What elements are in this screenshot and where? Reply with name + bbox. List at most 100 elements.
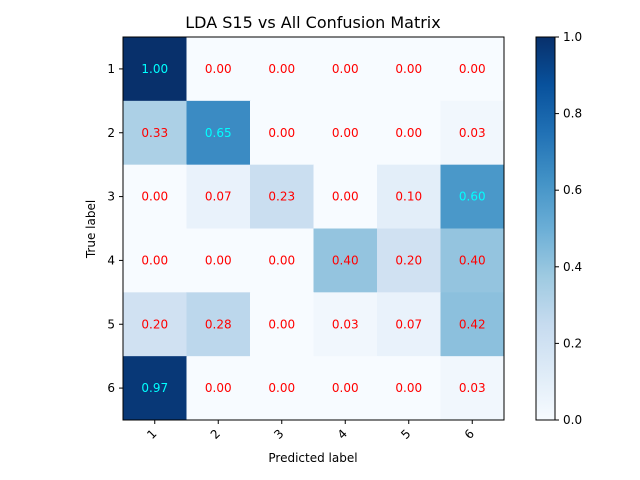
colorbar-tick-label: 1.0 — [563, 30, 582, 44]
heatmap-cell — [123, 292, 187, 357]
heatmap-cell-value: 0.00 — [205, 253, 232, 267]
y-tick-label: 3 — [107, 190, 115, 204]
heatmap-cell-value: 0.00 — [395, 62, 422, 76]
heatmap-cell — [377, 37, 441, 102]
heatmap-cell — [186, 100, 251, 166]
heatmap-cell-value: 0.00 — [268, 62, 295, 76]
heatmap-cell-value: 0.00 — [332, 190, 359, 204]
heatmap-cell — [377, 164, 441, 229]
heatmap-cell — [186, 292, 251, 357]
heatmap-cell-value: 0.23 — [268, 190, 295, 204]
heatmap-cell-value: 0.60 — [459, 190, 486, 204]
heatmap-cell — [250, 292, 314, 357]
heatmap-cell-value: 0.00 — [332, 126, 359, 140]
x-tick-label: 1 — [144, 427, 159, 442]
chart-title: LDA S15 vs All Confusion Matrix — [185, 13, 440, 32]
heatmap-cell-value: 0.07 — [395, 317, 422, 331]
heatmap-cell-labels: 1.00 0.00 0.00 0.00 0.00 0.00 0.33 0.65 0.00 0.00… — [141, 62, 485, 395]
heatmap-cell — [250, 356, 314, 421]
heatmap-cell-value: 0.03 — [332, 317, 359, 331]
heatmap-cell-value: 0.10 — [395, 190, 422, 204]
heatmap-cell-value: 0.40 — [459, 253, 486, 267]
heatmap-cell — [440, 37, 505, 102]
heatmap-cell — [377, 356, 441, 421]
heatmap-cell-value: 0.00 — [205, 62, 232, 76]
heatmap-cell-value: 0.20 — [141, 317, 168, 331]
heatmap-cell — [250, 228, 314, 293]
x-tick-label: 5 — [398, 427, 413, 442]
heatmap-cell — [440, 228, 505, 293]
heatmap-cell-value: 0.20 — [395, 253, 422, 267]
heatmap-cell — [186, 164, 251, 229]
heatmap-cell — [313, 356, 378, 421]
heatmap-cell-value: 0.03 — [459, 381, 486, 395]
heatmap-cell — [123, 228, 187, 293]
colorbar-ticks: 0.0 0.2 0.4 0.6 0.8 1.0 — [555, 30, 582, 427]
x-tick-label: 6 — [462, 427, 477, 442]
heatmap-cell-value: 0.03 — [459, 126, 486, 140]
x-tick-label: 4 — [335, 427, 350, 442]
heatmap-cell — [440, 100, 505, 166]
heatmap-cell — [377, 292, 441, 357]
heatmap-cell — [313, 228, 378, 293]
heatmap-cell-value: 0.00 — [332, 62, 359, 76]
heatmap-cell-value: 0.33 — [141, 126, 168, 140]
colorbar-tick-label: 0.4 — [563, 260, 582, 274]
y-tick-label: 1 — [107, 62, 115, 76]
y-axis-label: True label — [84, 200, 98, 259]
heatmap-cell-value: 0.00 — [332, 381, 359, 395]
heatmap-cell — [377, 228, 441, 293]
heatmap-cell — [250, 37, 314, 102]
heatmap-cell-value: 0.00 — [268, 317, 295, 331]
heatmap-cell-value: 0.00 — [141, 253, 168, 267]
heatmap-cell-value: 0.00 — [459, 62, 486, 76]
x-axis-ticks: 1 2 3 4 5 6 — [144, 420, 477, 442]
y-tick-label: 2 — [107, 126, 115, 140]
heatmap-cell-value: 0.00 — [395, 126, 422, 140]
heatmap-cell — [186, 356, 251, 421]
colorbar-tick-label: 0.0 — [563, 413, 582, 427]
x-tick-label: 2 — [208, 427, 223, 442]
colorbar-tick-label: 0.6 — [563, 183, 582, 197]
colorbar-tick-label: 0.8 — [563, 107, 582, 121]
heatmap-cell — [250, 164, 314, 229]
heatmap-cell — [186, 228, 251, 293]
heatmap-cell — [250, 100, 314, 166]
x-tick-label: 3 — [271, 427, 286, 442]
heatmap-cell-value: 0.28 — [205, 317, 232, 331]
heatmap-cell-value: 0.00 — [268, 126, 295, 140]
heatmap-cell-value: 0.00 — [141, 190, 168, 204]
heatmap-cell — [377, 100, 441, 166]
heatmap-cell-value: 0.00 — [268, 253, 295, 267]
heatmap-cell-value: 0.40 — [332, 253, 359, 267]
y-tick-label: 5 — [107, 317, 115, 331]
heatmap-cell-value: 0.65 — [205, 126, 232, 140]
heatmap-cell-value: 0.07 — [205, 190, 232, 204]
heatmap-cell-value: 0.00 — [268, 381, 295, 395]
heatmap-cell — [440, 292, 505, 357]
heatmap-cell — [123, 100, 187, 166]
y-axis-ticks: 1 2 3 4 5 6 — [107, 62, 123, 395]
heatmap-cell — [186, 37, 251, 102]
colorbar — [535, 36, 556, 421]
heatmap-cell — [123, 37, 187, 102]
heatmap-cell-value: 0.97 — [141, 381, 168, 395]
heatmap-cell — [440, 164, 505, 229]
heatmap-cell-value: 1.00 — [141, 62, 168, 76]
heatmap-cell — [123, 356, 187, 421]
heatmap-cell — [313, 292, 378, 357]
heatmap-cell — [313, 100, 378, 166]
heatmap-cell — [313, 164, 378, 229]
y-tick-label: 4 — [107, 253, 115, 267]
heatmap-cell-value: 0.42 — [459, 317, 486, 331]
heatmap-cells — [123, 37, 505, 421]
y-tick-label: 6 — [107, 381, 115, 395]
plot-frame — [122, 36, 505, 421]
colorbar-tick-label: 0.2 — [563, 336, 582, 350]
x-axis-label: Predicted label — [268, 451, 357, 465]
heatmap-cell-value: 0.00 — [395, 381, 422, 395]
heatmap-cell — [440, 356, 505, 421]
heatmap-cell — [123, 164, 187, 229]
heatmap-cell-value: 0.00 — [205, 381, 232, 395]
